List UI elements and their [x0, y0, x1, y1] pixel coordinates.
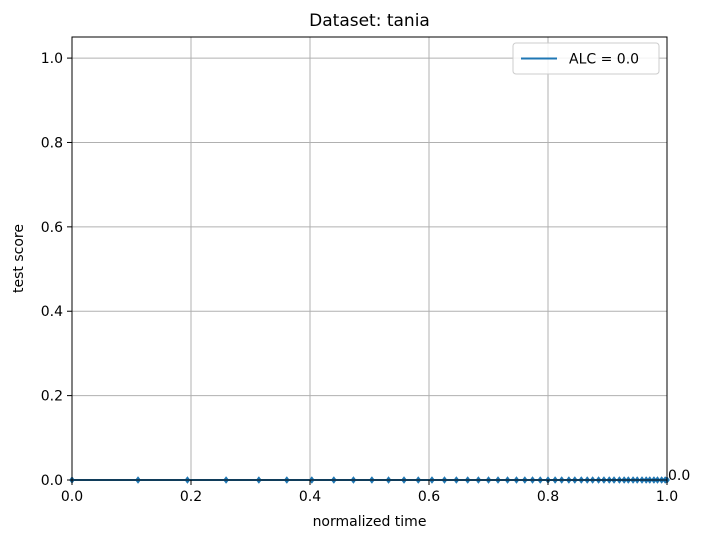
x-tick-label: 0.8	[537, 489, 559, 505]
annotations: 0.0	[668, 468, 690, 484]
legend: ALC = 0.0	[512, 42, 660, 75]
x-tick-label: 0.2	[180, 489, 202, 505]
y-tick-label: 0.2	[41, 389, 63, 405]
x-tick-label: 1.0	[656, 489, 678, 505]
y-tick-label: 0.4	[41, 304, 63, 320]
legend-label: ALC = 0.0	[569, 52, 639, 68]
y-tick-label: 0.6	[41, 220, 63, 236]
ticks: 0.0 0.2 0.4 0.6 0.8 1.0 0.0 0.2 0.4 0.6 0.8 1.0	[41, 51, 678, 505]
x-tick-label: 0.6	[418, 489, 440, 505]
legend-box	[512, 42, 660, 75]
chart-title: Dataset: tania	[309, 11, 430, 31]
plot-frame	[71, 36, 668, 481]
y-tick-label: 0.0	[41, 473, 63, 489]
final-value-annotation: 0.0	[668, 468, 690, 484]
x-tick-label: 0.0	[61, 489, 83, 505]
y-axis-label: test score	[11, 224, 27, 293]
y-tick-label: 1.0	[41, 51, 63, 67]
x-axis-label: normalized time	[313, 514, 427, 530]
y-tick-label: 0.8	[41, 135, 63, 151]
x-tick-label: 0.4	[299, 489, 321, 505]
